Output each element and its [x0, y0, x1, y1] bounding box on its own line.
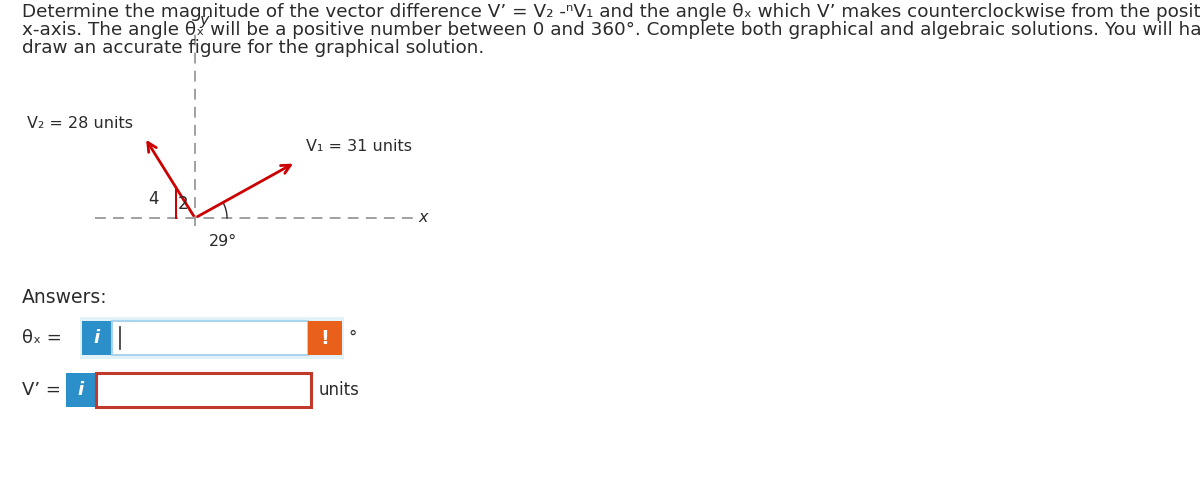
Bar: [80, 317, 344, 359]
Text: 4: 4: [149, 190, 160, 208]
Text: °: °: [348, 329, 356, 347]
Text: !: !: [320, 329, 330, 347]
Text: V₂ = 28 units: V₂ = 28 units: [26, 117, 133, 131]
Bar: [308, 321, 342, 355]
Text: θₓ =: θₓ =: [22, 329, 61, 347]
Text: x: x: [418, 209, 427, 225]
Text: Answers:: Answers:: [22, 288, 108, 307]
Text: Determine the magnitude of the vector difference V’ = V₂ -ⁿV₁ and the angle θₓ w: Determine the magnitude of the vector di…: [22, 3, 1200, 21]
Text: units: units: [319, 381, 360, 399]
Text: i: i: [78, 381, 84, 399]
Text: 29°: 29°: [209, 234, 238, 249]
Text: V₁ = 31 units: V₁ = 31 units: [306, 139, 412, 154]
Bar: [82, 321, 112, 355]
Text: V’ =: V’ =: [22, 381, 61, 399]
Bar: [96, 373, 311, 407]
Bar: [66, 373, 96, 407]
Text: draw an accurate figure for the graphical solution.: draw an accurate figure for the graphica…: [22, 39, 485, 57]
Text: y: y: [199, 13, 209, 28]
Bar: [112, 321, 308, 355]
Text: 2: 2: [178, 195, 188, 213]
Text: i: i: [94, 329, 100, 347]
Text: x-axis. The angle θₓ will be a positive number between 0 and 360°. Complete both: x-axis. The angle θₓ will be a positive …: [22, 21, 1200, 39]
